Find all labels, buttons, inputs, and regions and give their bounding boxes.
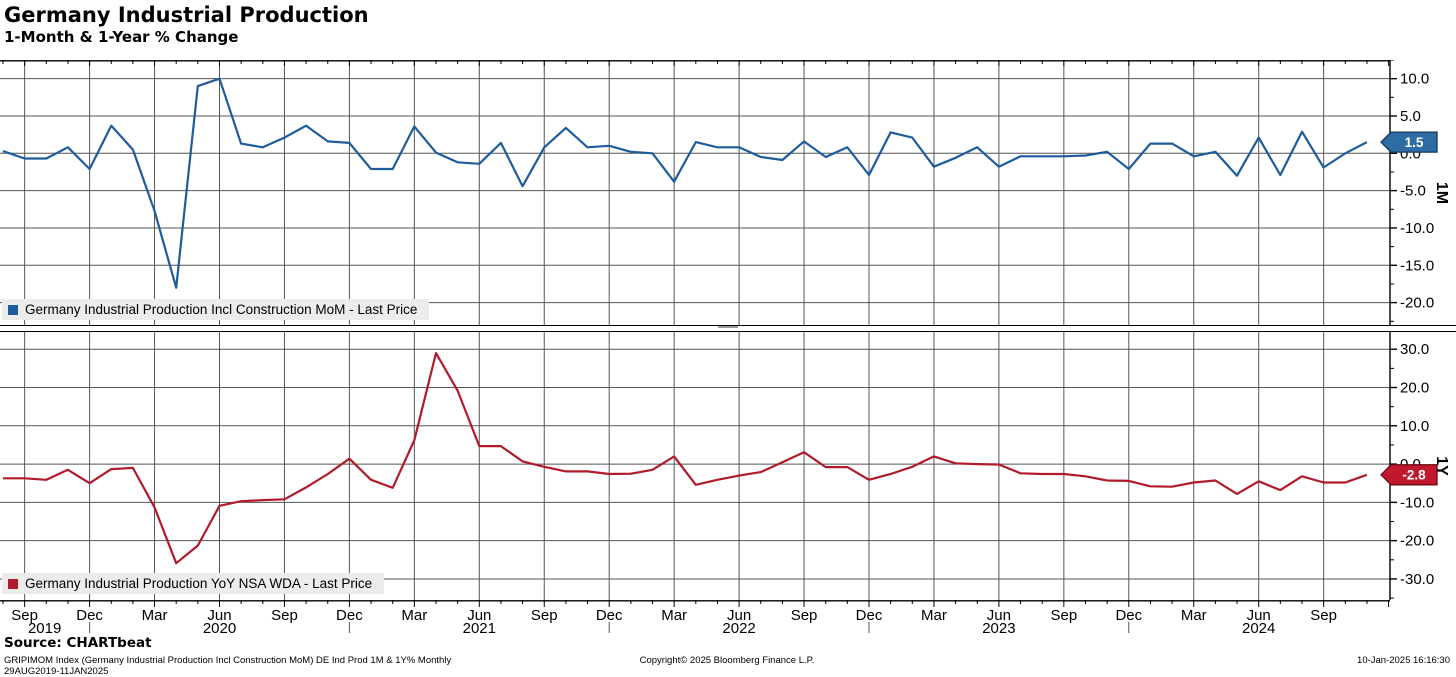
y-axis-tick-label: -10.0 (1400, 220, 1434, 237)
yoy-axis-side-label: 1Y (1433, 456, 1450, 476)
mom-plot[interactable]: 10.05.00.0-5.0-10.0-15.0-20.01.5 (0, 60, 1456, 325)
mom-last-price-value: 1.5 (1405, 135, 1424, 150)
yoy-last-price-badge: -2.8 (1380, 464, 1438, 486)
mom-badge-shape (1380, 131, 1438, 153)
source-label: Source: CHARTbeat (4, 635, 152, 651)
y-axis-tick-label: -15.0 (1400, 257, 1434, 274)
timestamp: 10-Jan-2025 16:16:30 (1357, 655, 1450, 666)
x-axis-month-label: Dec (76, 607, 103, 624)
x-axis-month-label: Dec (596, 607, 623, 624)
yoy-plot[interactable]: 30.020.010.00.0-10.0-20.0-30.0-2.8 (0, 332, 1456, 600)
page-title: Germany Industrial Production (4, 3, 369, 27)
page-subtitle: 1-Month & 1-Year % Change (4, 28, 239, 47)
x-axis-year-label: 2021 (463, 620, 496, 634)
yoy-legend-label: Germany Industrial Production YoY NSA WD… (25, 576, 373, 591)
x-axis-month-label: Dec (1115, 607, 1142, 624)
x-axis-month-label: Sep (531, 607, 558, 624)
y-axis-tick-label: 5.0 (1400, 108, 1421, 125)
mom-legend[interactable]: Germany Industrial Production Incl Const… (2, 299, 430, 320)
x-axis-month-label: Dec (856, 607, 883, 624)
mom-axis-side-label: 1M (1433, 181, 1450, 204)
y-axis-tick-label: -20.0 (1400, 295, 1434, 312)
y-axis-tick-label: 20.0 (1400, 380, 1429, 397)
y-axis-tick-label: 10.0 (1400, 71, 1429, 88)
separator-drag-handle-icon[interactable] (718, 326, 738, 328)
x-axis-month-label: Sep (11, 607, 38, 624)
x-axis-month-label: Sep (1310, 607, 1337, 624)
y-axis-tick-label: 30.0 (1400, 341, 1429, 358)
mom-legend-label: Germany Industrial Production Incl Const… (25, 302, 418, 317)
chart-header: Germany Industrial Production 1-Month & … (0, 0, 1456, 60)
fineprint-row: GRIPIMOM Index (Germany Industrial Produ… (0, 653, 1456, 677)
x-axis-month-label: Sep (1050, 607, 1077, 624)
x-axis-month-label: Mar (1181, 607, 1207, 624)
x-axis-year-label: 2024 (1242, 620, 1275, 634)
x-axis-month-label: Jun (1247, 607, 1271, 624)
x-axis-month-label: Dec (336, 607, 363, 624)
x-axis-month-label: Sep (791, 607, 818, 624)
x-axis-month-label: Mar (142, 607, 168, 624)
x-axis-month-label: Mar (921, 607, 947, 624)
mom-legend-marker-icon (8, 304, 18, 315)
x-axis-month-label: Jun (207, 607, 231, 624)
y-axis-tick-label: 10.0 (1400, 418, 1429, 435)
x-axis-month-label: Mar (661, 607, 687, 624)
y-axis-tick-label: -5.0 (1400, 183, 1426, 200)
mom-series-line (2, 77, 1368, 289)
x-axis-year-label: 2022 (722, 620, 755, 634)
x-axis-month-label: Sep (271, 607, 298, 624)
yoy-legend[interactable]: Germany Industrial Production YoY NSA WD… (2, 573, 385, 594)
chart-area: 10.0 5.0 0.0 -5.0 -10.0 -15.0 -20.0 1.5 Germany… (0, 60, 1456, 637)
mom-last-price-badge: 1.5 (1380, 131, 1438, 153)
x-axis-year-label: 2019 (28, 620, 61, 634)
copyright-notice: Copyright© 2025 Bloomberg Finance L.P. (639, 655, 815, 666)
y-axis-tick-label: -20.0 (1400, 533, 1434, 550)
yoy-series-line (3, 352, 1368, 565)
y-axis-tick-label: -30.0 (1400, 571, 1434, 588)
x-axis-month-label: Mar (401, 607, 427, 624)
mom-panel: 10.0 5.0 0.0 -5.0 -10.0 -15.0 -20.0 1.5 Germany… (0, 60, 1456, 325)
ticker-description: GRIPIMOM Index (Germany Industrial Produ… (4, 655, 452, 677)
yoy-last-price-value: -2.8 (1402, 468, 1426, 483)
yoy-legend-marker-icon (8, 578, 18, 589)
y-axis-tick-label: -10.0 (1400, 494, 1434, 511)
yoy-badge-shape (1380, 464, 1438, 486)
yoy-panel: 30.020.010.00.0-10.0-20.0-30.0-2.8 Germa… (0, 332, 1456, 600)
panel-separator[interactable] (0, 325, 1456, 332)
x-axis-month-label: Jun (467, 607, 491, 624)
x-axis-month-label: Jun (727, 607, 751, 624)
x-axis-year-label: 2023 (982, 620, 1015, 634)
x-axis-month-label: Jun (987, 607, 1011, 624)
x-axis: Sep 2019 Dec Mar Jun 2020 Sep Dec Mar Jun 2021 Sep D… (0, 600, 1456, 637)
x-axis-year-label: 2020 (203, 620, 236, 634)
